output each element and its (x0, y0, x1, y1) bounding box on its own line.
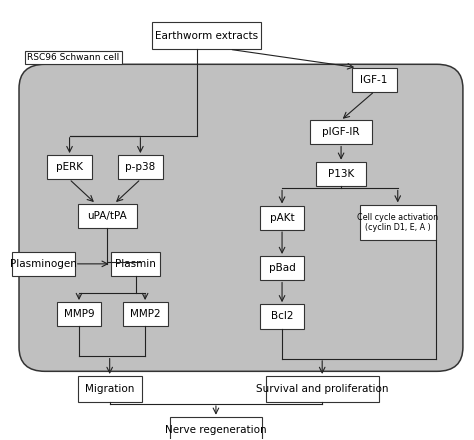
FancyBboxPatch shape (47, 155, 92, 180)
FancyBboxPatch shape (118, 155, 163, 180)
Text: p-p38: p-p38 (125, 162, 155, 172)
Text: Plasmin: Plasmin (115, 259, 156, 269)
FancyBboxPatch shape (56, 302, 101, 326)
FancyBboxPatch shape (310, 120, 372, 144)
FancyBboxPatch shape (152, 22, 261, 49)
Text: pBad: pBad (269, 263, 295, 273)
Text: Plasminogen: Plasminogen (10, 259, 77, 269)
FancyBboxPatch shape (19, 64, 463, 371)
FancyBboxPatch shape (78, 204, 137, 227)
FancyBboxPatch shape (260, 304, 304, 329)
FancyBboxPatch shape (123, 302, 167, 326)
Text: Bcl2: Bcl2 (271, 312, 293, 322)
FancyBboxPatch shape (260, 256, 304, 280)
FancyBboxPatch shape (360, 205, 436, 240)
FancyBboxPatch shape (78, 376, 142, 402)
Text: pERK: pERK (56, 162, 83, 172)
FancyBboxPatch shape (111, 252, 161, 276)
Text: Migration: Migration (85, 384, 134, 394)
Text: pAKt: pAKt (270, 213, 294, 223)
FancyBboxPatch shape (352, 68, 397, 92)
FancyBboxPatch shape (316, 162, 366, 186)
Text: Earthworm extracts: Earthworm extracts (155, 31, 258, 41)
Text: Cell cycle activation
(cyclin D1, E, A ): Cell cycle activation (cyclin D1, E, A ) (357, 213, 438, 231)
Text: P13K: P13K (328, 169, 354, 179)
FancyBboxPatch shape (265, 376, 379, 402)
Text: MMP9: MMP9 (64, 309, 94, 319)
Text: IGF-1: IGF-1 (360, 75, 388, 84)
Text: MMP2: MMP2 (130, 309, 160, 319)
Text: Nerve regeneration: Nerve regeneration (165, 425, 267, 435)
FancyBboxPatch shape (260, 206, 304, 230)
Text: Survival and proliferation: Survival and proliferation (256, 384, 388, 394)
Text: pIGF-IR: pIGF-IR (322, 127, 360, 137)
FancyBboxPatch shape (170, 417, 262, 440)
FancyBboxPatch shape (12, 252, 75, 276)
Text: uPA/tPA: uPA/tPA (87, 211, 127, 220)
Text: RSC96 Schwann cell: RSC96 Schwann cell (27, 53, 119, 62)
